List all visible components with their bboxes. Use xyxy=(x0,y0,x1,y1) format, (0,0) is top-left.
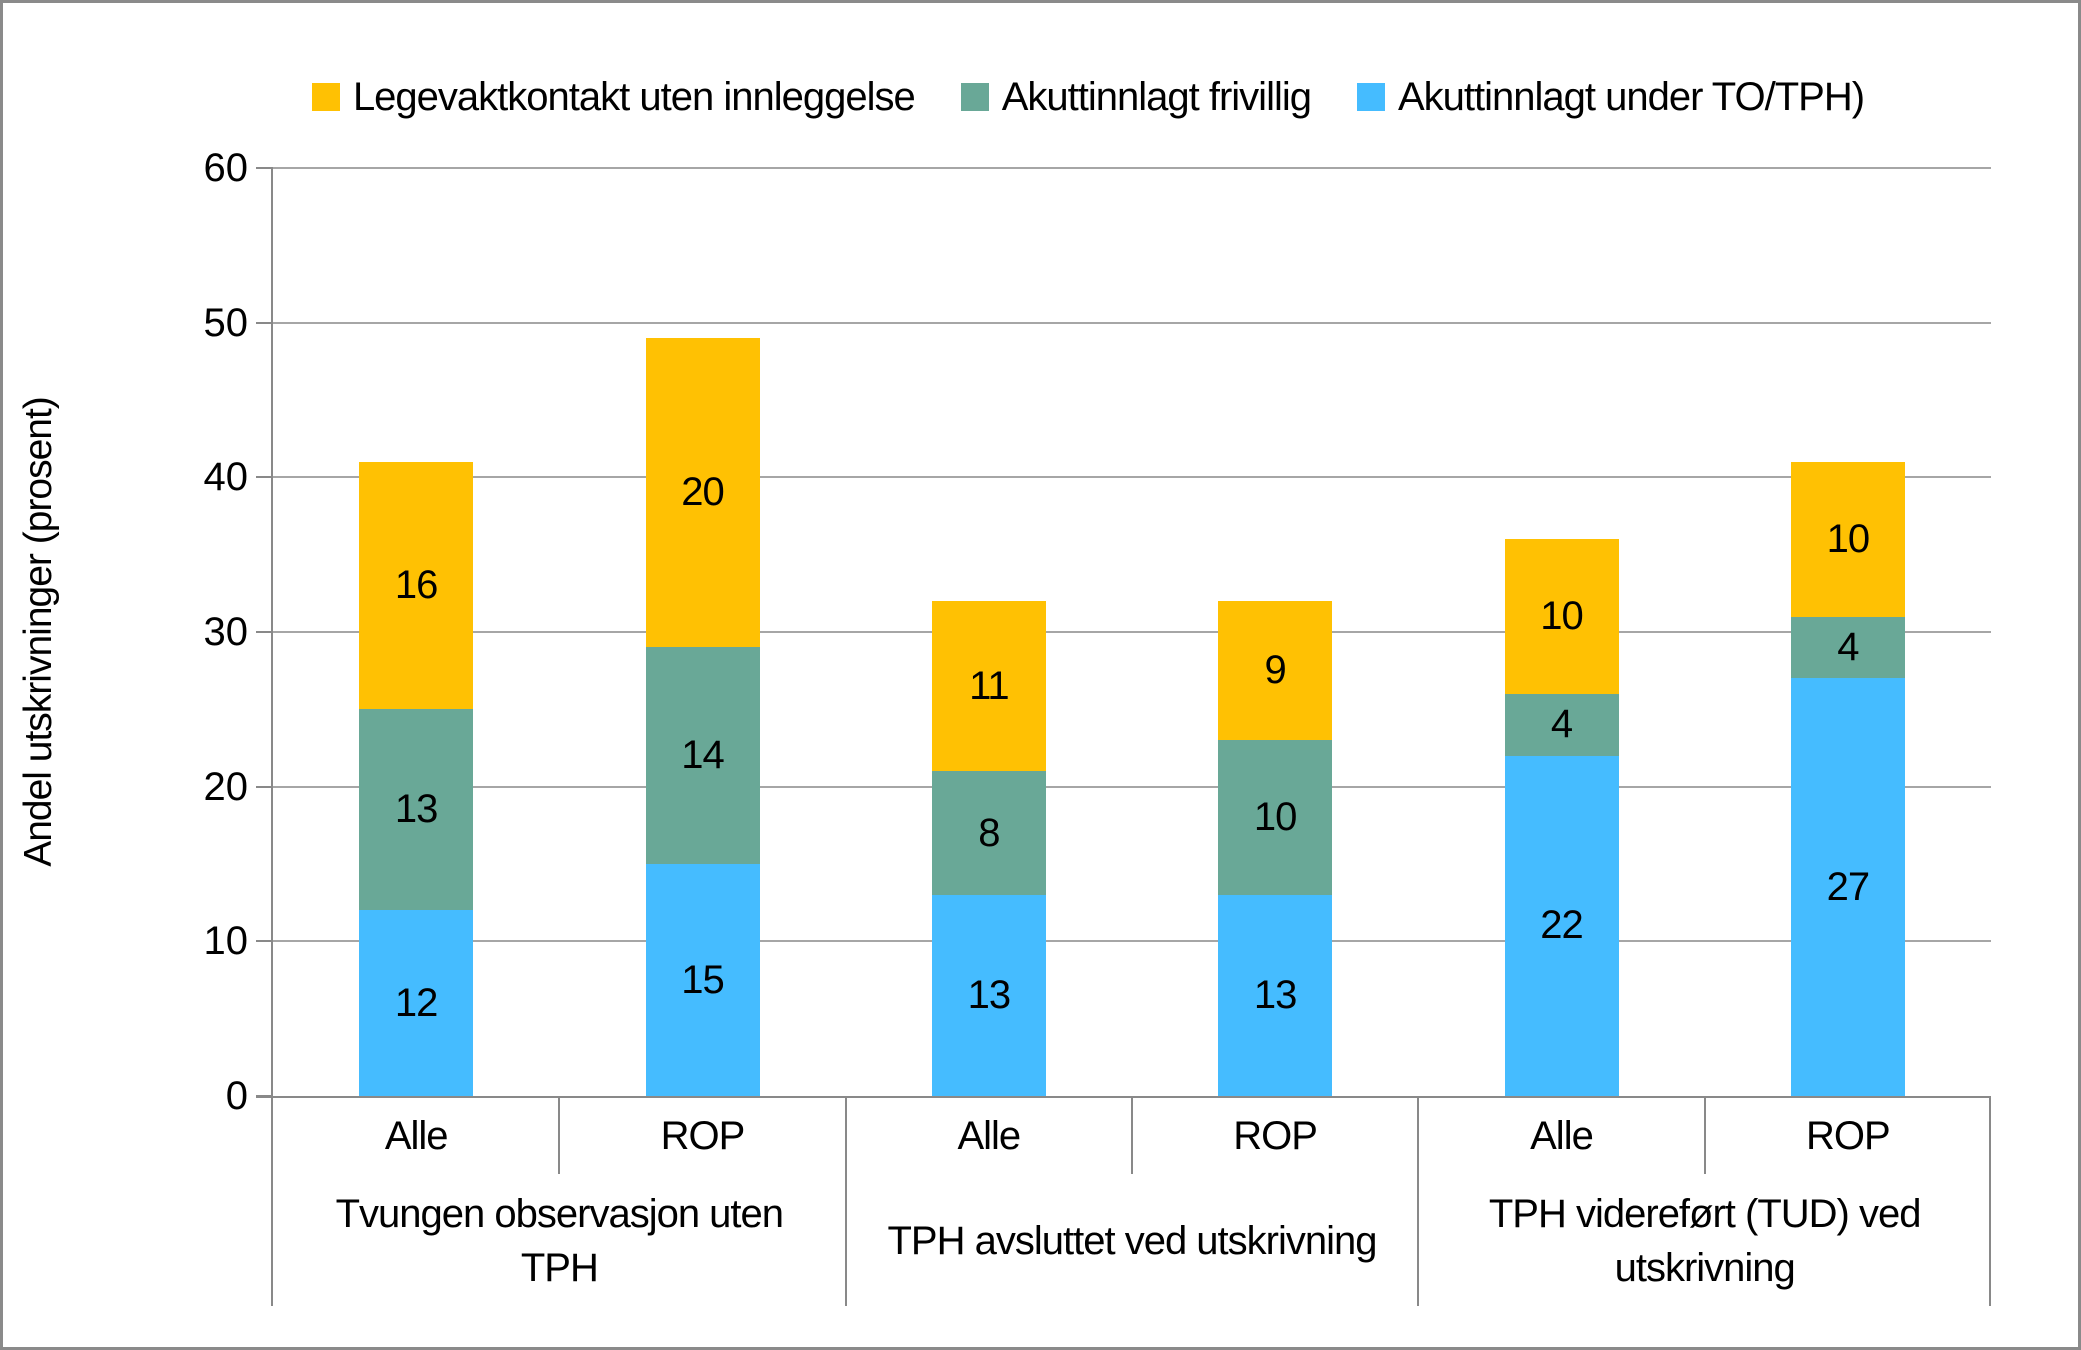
x-category-label: Alle xyxy=(957,1113,1021,1158)
y-tick xyxy=(256,321,273,324)
bar-segment: 4 xyxy=(1790,616,1905,679)
bar-segment: 15 xyxy=(645,864,760,1096)
x-axis-table: Alle ROP Alle ROP Alle ROP Tvungen observasjo… xyxy=(256,1096,1991,1308)
bar-value-label: 12 xyxy=(394,980,438,1025)
y-tick-label: 30 xyxy=(203,610,249,654)
bar-segment: 27 xyxy=(1790,678,1905,1096)
chart-legend: Legevaktkontakt uten innleggelse Akuttinn… xyxy=(173,69,2003,125)
bar-value-label: 10 xyxy=(1540,594,1583,639)
y-tick-label: 40 xyxy=(203,455,249,500)
legend-swatch-icon xyxy=(1356,83,1385,111)
bar-segment: 4 xyxy=(1504,693,1619,756)
bar-segment: 11 xyxy=(931,601,1046,772)
x-category-label: ROP xyxy=(660,1113,746,1158)
y-tick xyxy=(256,631,273,633)
gridline xyxy=(273,631,1991,633)
group-separator-line xyxy=(1417,1096,1420,1306)
gridline xyxy=(273,321,1991,324)
category-separator-line xyxy=(1703,1096,1706,1174)
bar-value-label: 4 xyxy=(1837,624,1859,669)
bar-value-label: 22 xyxy=(1540,903,1583,948)
bar-segment: 10 xyxy=(1218,740,1333,895)
group-separator-line xyxy=(844,1096,847,1306)
bar-segment: 9 xyxy=(1218,601,1333,741)
legend-item: Akuttinnlagt frivillig xyxy=(960,74,1312,120)
x-group-row: Tvungen observasjon uten TPH TPH avslutte… xyxy=(273,1174,1991,1308)
legend-label: Akuttinnlagt under TO/TPH) xyxy=(1397,74,1865,119)
bar-segment: 13 xyxy=(359,709,474,911)
bar-segment: 10 xyxy=(1790,461,1905,617)
bar-segment: 14 xyxy=(645,647,760,864)
bar-value-label: 13 xyxy=(1253,972,1297,1017)
bar-value-label: 10 xyxy=(1253,795,1297,840)
y-tick xyxy=(256,476,273,479)
bar-tph-alle: 22 4 10 xyxy=(1504,539,1619,1096)
bar-segment: 16 xyxy=(359,461,474,710)
x-group-label: TPH avsluttet ved utskrivning xyxy=(887,1219,1378,1263)
group-separator-line xyxy=(1989,1096,1991,1306)
bar-segment: 20 xyxy=(645,338,760,648)
bar-tph-rop: 13 10 9 xyxy=(1218,601,1333,1096)
legend-swatch-icon xyxy=(960,83,989,111)
bar-value-label: 10 xyxy=(1826,516,1870,561)
legend-label: Akuttinnlagt frivillig xyxy=(1001,74,1312,119)
bar-segment: 8 xyxy=(931,771,1046,895)
y-tick xyxy=(256,785,273,788)
bar-value-label: 27 xyxy=(1826,864,1870,909)
bar-value-label: 8 xyxy=(978,810,1000,855)
bar-segment: 12 xyxy=(359,910,474,1096)
y-tick xyxy=(256,167,273,169)
bar-segment: 13 xyxy=(1218,894,1333,1096)
gridline xyxy=(273,940,1991,943)
x-category-label: Alle xyxy=(1530,1113,1594,1158)
y-tick-label: 10 xyxy=(203,919,249,964)
y-tick-label: 50 xyxy=(203,300,249,345)
bar-value-label: 13 xyxy=(967,972,1011,1017)
x-category-row: Alle ROP Alle ROP Alle ROP xyxy=(273,1098,1991,1174)
x-group-label: Tvungen observasjon uten TPH xyxy=(335,1192,784,1290)
bar-value-label: 16 xyxy=(394,563,438,608)
x-category-label: Alle xyxy=(384,1113,449,1158)
plot-area: Andel utskrivninger (prosent) 0 10 20 30 40 5… xyxy=(17,148,1991,1306)
y-tick xyxy=(256,940,273,943)
gridline xyxy=(273,785,1991,788)
legend-label: Legevaktkontakt uten innleggelse xyxy=(352,74,916,119)
bar-value-label: 11 xyxy=(969,663,1010,708)
bar-segment: 13 xyxy=(931,894,1046,1096)
x-category-label: ROP xyxy=(1233,1113,1318,1158)
bar-segment: 22 xyxy=(1504,755,1619,1096)
legend-item: Akuttinnlagt under TO/TPH) xyxy=(1356,74,1865,120)
gridline xyxy=(273,167,1991,169)
bar-tph-alle: 13 8 11 xyxy=(931,601,1046,1096)
category-separator-line xyxy=(1131,1096,1133,1174)
y-axis-line xyxy=(271,168,273,1306)
category-separator-line xyxy=(558,1096,561,1174)
legend-item: Legevaktkontakt uten innleggelse xyxy=(311,74,916,120)
y-tick-label: 20 xyxy=(203,764,249,809)
gridline xyxy=(273,476,1991,479)
bar-value-label: 20 xyxy=(681,470,724,515)
x-category-label: ROP xyxy=(1805,1113,1891,1158)
bar-tvungen-rop: 15 14 20 xyxy=(645,338,760,1096)
bar-value-label: 14 xyxy=(681,733,724,778)
bar-value-label: 9 xyxy=(1264,648,1287,693)
bar-segment: 10 xyxy=(1504,539,1619,694)
y-tick-label: 0 xyxy=(225,1074,248,1118)
y-tick-label: 60 xyxy=(203,146,249,190)
bar-value-label: 13 xyxy=(394,787,438,832)
bar-value-label: 15 xyxy=(681,957,724,1002)
y-axis-title: Andel utskrivninger (prosent) xyxy=(17,397,60,867)
bar-tvungen-alle: 12 13 16 xyxy=(359,461,474,1096)
x-axis-baseline xyxy=(256,1096,1991,1098)
bar-value-label: 4 xyxy=(1550,702,1573,747)
bar-tph-rop: 27 4 10 xyxy=(1790,461,1905,1096)
x-group-label: TPH videreført (TUD) ved utskrivning xyxy=(1488,1192,1922,1290)
legend-swatch-icon xyxy=(311,83,340,111)
